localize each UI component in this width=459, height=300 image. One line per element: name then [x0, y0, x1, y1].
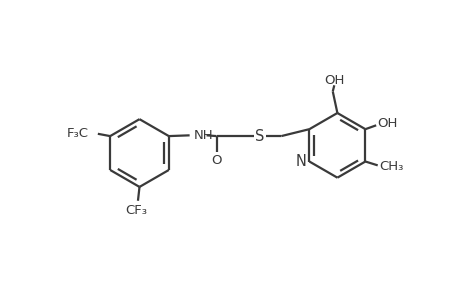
Text: N: N [295, 154, 306, 169]
Text: O: O [211, 154, 221, 167]
Text: NH: NH [193, 129, 213, 142]
Text: F₃C: F₃C [67, 127, 89, 140]
Text: CH₃: CH₃ [378, 160, 403, 173]
Text: OH: OH [377, 117, 397, 130]
Text: OH: OH [324, 74, 344, 87]
Text: S: S [254, 129, 264, 144]
Text: CF₃: CF₃ [125, 204, 147, 217]
